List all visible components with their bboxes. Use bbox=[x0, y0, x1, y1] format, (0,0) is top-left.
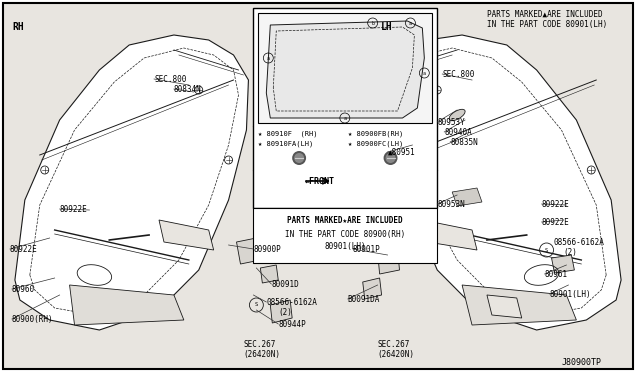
Text: ★ 80900FC(LH): ★ 80900FC(LH) bbox=[348, 140, 403, 147]
Polygon shape bbox=[422, 220, 477, 250]
Polygon shape bbox=[15, 35, 248, 330]
Text: RH: RH bbox=[12, 22, 24, 32]
Text: 80901P: 80901P bbox=[353, 245, 381, 254]
Text: PARTS MARKED▲ARE INCLUDED: PARTS MARKED▲ARE INCLUDED bbox=[487, 10, 603, 19]
Text: 80091D: 80091D bbox=[271, 280, 299, 289]
Polygon shape bbox=[388, 35, 621, 330]
Polygon shape bbox=[167, 52, 243, 88]
Text: a: a bbox=[423, 71, 426, 76]
Text: ★ 80910F  (RH): ★ 80910F (RH) bbox=[259, 130, 318, 137]
Text: SEC.800: SEC.800 bbox=[442, 70, 475, 79]
Polygon shape bbox=[159, 220, 214, 250]
Text: 80953N: 80953N bbox=[437, 200, 465, 209]
Circle shape bbox=[383, 151, 397, 165]
Text: ★ 80910FA(LH): ★ 80910FA(LH) bbox=[259, 140, 314, 147]
Bar bbox=[253, 8, 437, 208]
Text: 80901(LH): 80901(LH) bbox=[550, 290, 591, 299]
Ellipse shape bbox=[449, 109, 465, 121]
Text: 80900P: 80900P bbox=[253, 245, 281, 254]
Text: a: a bbox=[344, 115, 346, 121]
Text: 80900(RH): 80900(RH) bbox=[12, 315, 54, 324]
Text: 80922E: 80922E bbox=[10, 245, 38, 254]
Polygon shape bbox=[462, 285, 577, 325]
Polygon shape bbox=[487, 295, 522, 318]
Text: SEC.267: SEC.267 bbox=[243, 340, 276, 349]
Text: 80901(LH): 80901(LH) bbox=[324, 242, 365, 251]
Text: IN THE PART CODE 80900(RH): IN THE PART CODE 80900(RH) bbox=[285, 230, 405, 239]
Text: ⇐FRONT: ⇐FRONT bbox=[305, 176, 335, 186]
Polygon shape bbox=[378, 248, 399, 274]
Text: J80900TP: J80900TP bbox=[561, 358, 602, 367]
Text: 80940A: 80940A bbox=[444, 128, 472, 137]
Circle shape bbox=[294, 153, 304, 163]
Polygon shape bbox=[237, 238, 260, 264]
Text: S: S bbox=[545, 247, 548, 253]
Text: ★ 80900FB(RH): ★ 80900FB(RH) bbox=[348, 130, 403, 137]
Bar bbox=[253, 208, 437, 263]
Text: 80922E: 80922E bbox=[60, 205, 88, 214]
Text: 80835N: 80835N bbox=[450, 138, 478, 147]
Text: 80922E: 80922E bbox=[541, 200, 570, 209]
Polygon shape bbox=[270, 300, 292, 323]
Text: (26420N): (26420N) bbox=[243, 350, 280, 359]
Text: a: a bbox=[267, 55, 269, 61]
Polygon shape bbox=[394, 52, 471, 88]
Text: 08566-6162A: 08566-6162A bbox=[554, 238, 604, 247]
Text: (26420N): (26420N) bbox=[378, 350, 415, 359]
Text: PARTS MARKED★ARE INCLUDED: PARTS MARKED★ARE INCLUDED bbox=[287, 216, 403, 225]
Bar bbox=[259, 13, 432, 123]
Circle shape bbox=[292, 151, 306, 165]
Text: LH: LH bbox=[381, 22, 392, 32]
Text: S: S bbox=[255, 302, 258, 308]
Text: (2): (2) bbox=[563, 248, 577, 257]
Text: IN THE PART CODE 80901(LH): IN THE PART CODE 80901(LH) bbox=[487, 20, 607, 29]
Text: 80961: 80961 bbox=[545, 270, 568, 279]
Text: 80944P: 80944P bbox=[278, 320, 306, 329]
Text: 08566-6162A: 08566-6162A bbox=[266, 298, 317, 307]
Text: SEC.800: SEC.800 bbox=[154, 75, 186, 84]
Text: B0091DA: B0091DA bbox=[348, 295, 380, 304]
Polygon shape bbox=[70, 285, 184, 325]
Text: 80960: 80960 bbox=[12, 285, 35, 294]
Text: ▲80951: ▲80951 bbox=[388, 148, 415, 157]
Polygon shape bbox=[363, 278, 381, 299]
Text: SEC.267: SEC.267 bbox=[378, 340, 410, 349]
Text: (2): (2) bbox=[278, 308, 292, 317]
Text: 80953Y: 80953Y bbox=[437, 118, 465, 127]
Polygon shape bbox=[452, 188, 482, 206]
Text: 80922E: 80922E bbox=[541, 218, 570, 227]
Text: b: b bbox=[371, 20, 374, 26]
Text: a: a bbox=[409, 20, 412, 26]
Polygon shape bbox=[552, 255, 574, 273]
Polygon shape bbox=[266, 21, 424, 118]
Text: 80834N: 80834N bbox=[174, 85, 202, 94]
Polygon shape bbox=[260, 265, 278, 283]
Circle shape bbox=[385, 153, 396, 163]
